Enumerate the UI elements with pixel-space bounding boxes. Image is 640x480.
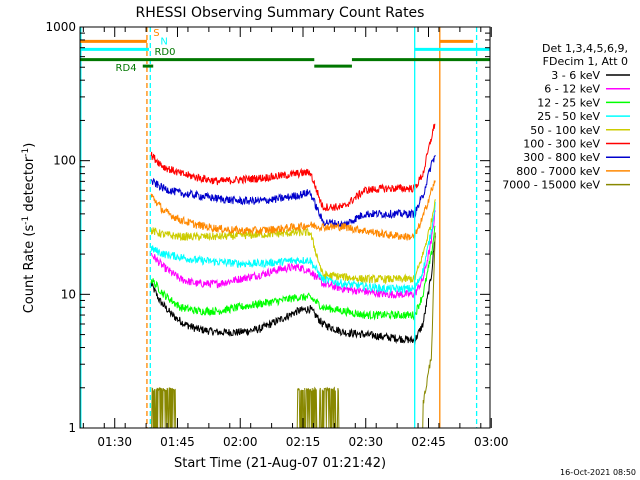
legend-entry-7000-15000-kev: 7000 - 15000 keV bbox=[502, 179, 600, 192]
y-tick-label: 1 bbox=[68, 421, 76, 435]
series-line-25-50-kev bbox=[150, 201, 436, 295]
x-tick-label: 02:00 bbox=[223, 435, 258, 449]
legend-header-line-2: FDecim 1, Att 0 bbox=[543, 55, 628, 68]
footer-date: 16-Oct-2021 08:50 bbox=[560, 468, 636, 477]
legend-entry-6-12-kev: 6 - 12 keV bbox=[544, 83, 600, 96]
annotation-rd0: RD0 bbox=[154, 47, 175, 58]
x-tick-label: 02:15 bbox=[286, 435, 321, 449]
y-axis-label-mid: detector bbox=[22, 156, 37, 216]
x-tick-label: 03:00 bbox=[474, 435, 509, 449]
legend-entry-100-300-kev: 100 - 300 keV bbox=[523, 138, 600, 151]
annotation-s: S bbox=[153, 28, 159, 39]
y-axis-label-end: ) bbox=[22, 143, 37, 148]
y-axis-label-main: Count Rate (s bbox=[22, 225, 37, 314]
y-tick-label: 10 bbox=[61, 287, 76, 301]
x-tick-label: 02:30 bbox=[348, 435, 383, 449]
x-tick-label: 02:45 bbox=[411, 435, 446, 449]
y-tick-label: 1000 bbox=[45, 20, 76, 34]
legend-entry-300-800-kev: 300 - 800 keV bbox=[523, 151, 600, 164]
series-line-50-100-kev bbox=[150, 199, 436, 285]
x-axis-label: Start Time (21-Aug-07 01:21:42) bbox=[174, 456, 386, 471]
plot-frame bbox=[79, 26, 491, 429]
series-line-800-7000-kev bbox=[150, 179, 436, 241]
y-axis-label-sup2: -1 bbox=[21, 148, 31, 157]
annotation-n: N bbox=[160, 36, 167, 47]
legend-entry-3-6-kev: 3 - 6 keV bbox=[551, 69, 600, 82]
series-line-6-12-kev bbox=[150, 209, 436, 299]
y-axis-label: Count Rate (s-1 detector-1) bbox=[21, 143, 37, 314]
legend-entry-25-50-kev: 25 - 50 keV bbox=[537, 110, 600, 123]
annotation-rd4: RD4 bbox=[116, 63, 137, 74]
y-tick-label: 100 bbox=[53, 154, 76, 168]
series-line-300-800-kev bbox=[150, 154, 436, 229]
series-line-12-25-kev bbox=[150, 225, 436, 321]
legend: Det 1,3,4,5,6,9, FDecim 1, Att 0 3 - 6 k… bbox=[502, 42, 630, 192]
x-tick-label: 01:30 bbox=[97, 435, 132, 449]
legend-entry-12-25-kev: 12 - 25 keV bbox=[537, 96, 600, 109]
chart-title: RHESSI Observing Summary Count Rates bbox=[136, 5, 425, 21]
legend-entry-50-100-kev: 50 - 100 keV bbox=[530, 124, 600, 137]
legend-header-line-1: Det 1,3,4,5,6,9, bbox=[542, 42, 628, 55]
y-axis-label-sup1: -1 bbox=[21, 216, 31, 225]
series-line-100-300-kev bbox=[150, 123, 436, 212]
legend-entry-800-7000-kev: 800 - 7000 keV bbox=[516, 165, 600, 178]
x-tick-label: 01:45 bbox=[160, 435, 195, 449]
series-line-3-6-kev bbox=[150, 235, 436, 345]
